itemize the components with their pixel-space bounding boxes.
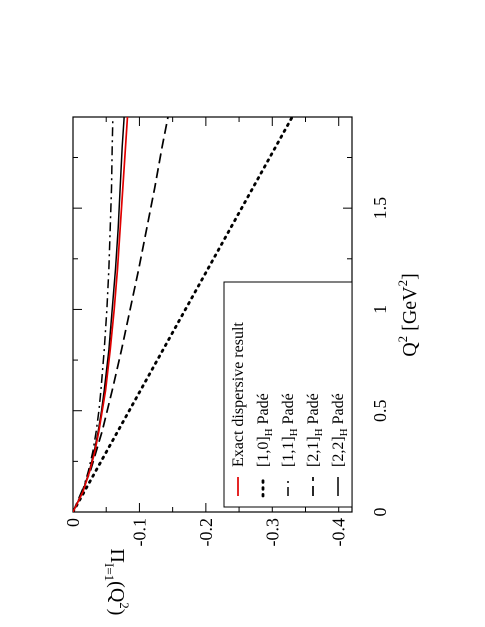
y-axis-title-sub: I=1 xyxy=(102,563,117,581)
y-tick-label: -0.4 xyxy=(329,518,349,547)
legend-label-suffix: Padé xyxy=(280,393,297,428)
x-axis-title-unit-sup: 2 xyxy=(395,280,410,287)
y-tick-label: -0.3 xyxy=(262,518,282,547)
legend-label-2: [1,1]H Padé xyxy=(280,393,301,467)
x-axis-title-base: Q xyxy=(399,342,421,357)
legend-label-sub: H xyxy=(288,428,300,436)
x-tick-label: 1.5 xyxy=(370,197,390,220)
y-axis-title: ΠI=1(Q2) xyxy=(102,549,132,616)
x-tick-label: 0 xyxy=(370,508,390,517)
series-line-3 xyxy=(73,117,169,512)
legend-label-suffix: Padé xyxy=(255,393,272,428)
legend-label-1: [1,0]H Padé xyxy=(255,393,276,467)
x-tick-label: 0.5 xyxy=(370,399,390,422)
x-axis-title-sup: 2 xyxy=(395,336,410,343)
x-axis-title-close: ] xyxy=(399,273,421,280)
legend-label-main: Exact dispersive result xyxy=(230,322,247,467)
x-axis-title: Q2 [GeV2] xyxy=(395,273,421,357)
series-lines xyxy=(73,117,294,512)
y-tick-label: -0.2 xyxy=(196,518,216,547)
series-line-4 xyxy=(73,117,125,512)
x-axis-title-unit: [GeV xyxy=(399,286,421,336)
legend-label-sub: H xyxy=(338,428,350,436)
series-line-2 xyxy=(73,117,114,512)
y-axis-title-arg: (Q xyxy=(106,581,128,603)
y-tick-label: 0 xyxy=(63,518,83,527)
legend-label-sub: H xyxy=(313,428,325,436)
plot-area: 00.511.50 -0.1 -0.2 -0.3 -0.4Q2 [GeV2]ΠI=1(Q… xyxy=(63,116,421,616)
y-axis-title-arg-close: ) xyxy=(106,609,128,616)
legend-label-main: [1,1] xyxy=(280,436,297,467)
series-line-0 xyxy=(73,117,129,512)
legend-label-0: Exact dispersive result xyxy=(230,322,247,467)
legend-label-main: [2,2] xyxy=(330,436,347,467)
x-tick-label: 1 xyxy=(370,305,390,314)
legend-label-sub: H xyxy=(263,428,275,436)
legend-label-main: [2,1] xyxy=(305,436,322,467)
legend-label-4: [2,2]H Padé xyxy=(330,393,351,467)
series-line-1 xyxy=(73,117,294,512)
legend-label-3: [2,1]H Padé xyxy=(305,393,326,467)
y-tick-label: -0.1 xyxy=(129,518,149,547)
legend-label-main: [1,0] xyxy=(255,436,272,467)
y-axis-title-arg-sup: 2 xyxy=(117,602,132,609)
legend-box xyxy=(223,281,353,508)
y-axis-title-base: Π xyxy=(106,549,128,563)
legend-label-suffix: Padé xyxy=(330,393,347,428)
legend-label-suffix: Padé xyxy=(305,393,322,428)
